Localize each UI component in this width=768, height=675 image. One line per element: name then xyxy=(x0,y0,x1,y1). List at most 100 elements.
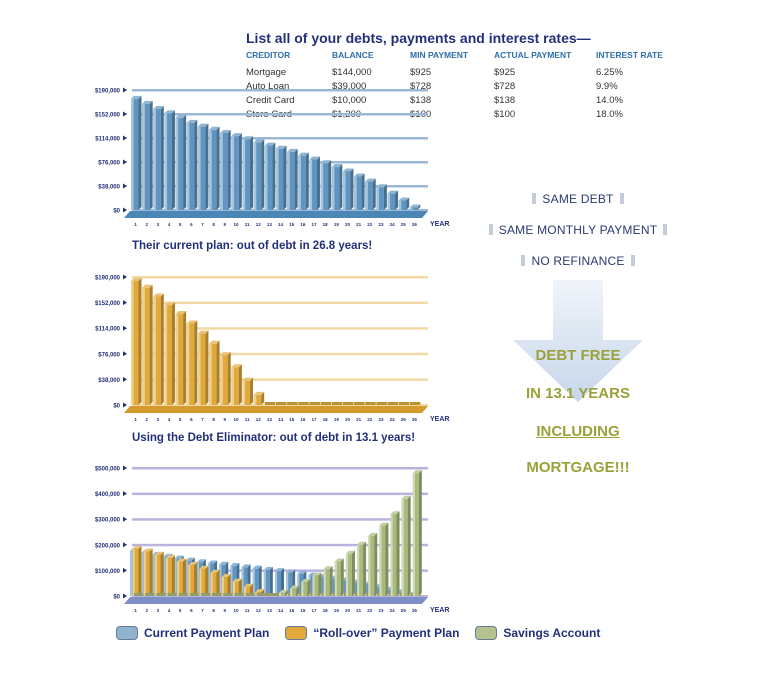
bar-top xyxy=(142,284,153,288)
bar xyxy=(199,568,206,596)
bar-highlight xyxy=(163,556,166,596)
bar-side xyxy=(238,364,242,405)
bar xyxy=(409,402,421,405)
bar-side xyxy=(261,391,265,405)
x-axis-label: YEARS xyxy=(430,221,450,228)
table-cell: 6.25% xyxy=(596,67,623,78)
x-tick-label: 1 xyxy=(134,608,137,613)
bar xyxy=(256,593,266,596)
bar-side xyxy=(258,565,262,596)
x-tick-label: 5 xyxy=(179,222,182,227)
tick-arrow-icon xyxy=(123,183,127,189)
bar xyxy=(253,394,262,405)
x-tick-label: 14 xyxy=(278,222,284,227)
bar-highlight xyxy=(221,577,224,596)
bar xyxy=(209,129,217,210)
bar-highlight xyxy=(255,592,258,596)
debt-free-label: DEBT FREE xyxy=(535,347,621,364)
bar-top xyxy=(209,340,220,344)
bar-highlight xyxy=(287,151,290,210)
x-tick-label: 13 xyxy=(267,608,273,613)
bar xyxy=(401,498,408,596)
bar-top xyxy=(357,541,367,545)
tick-arrow-icon xyxy=(123,159,127,165)
bar-highlight xyxy=(220,132,223,210)
bar xyxy=(298,155,306,210)
x-tick-label: 8 xyxy=(212,222,215,227)
bar xyxy=(354,402,365,405)
x-tick-label: 19 xyxy=(334,417,340,422)
bar-side xyxy=(385,522,389,596)
bar xyxy=(164,113,172,210)
x-tick-label: 4 xyxy=(168,222,171,227)
bar-side xyxy=(351,550,355,596)
bar-highlight xyxy=(354,176,357,210)
bar-side xyxy=(305,152,309,210)
x-tick-label: 2 xyxy=(145,222,148,227)
bar-side xyxy=(171,110,175,210)
x-tick-label: 7 xyxy=(201,417,204,422)
bar-highlight xyxy=(142,287,145,405)
bar-highlight xyxy=(175,117,179,210)
bar xyxy=(142,287,150,405)
bar-side xyxy=(216,126,220,210)
x-tick-label: 5 xyxy=(179,417,182,422)
x-tick-label: 3 xyxy=(157,608,160,613)
bar-top xyxy=(412,470,422,474)
bar xyxy=(345,553,352,596)
bar-side xyxy=(418,470,422,596)
bar xyxy=(131,281,139,405)
bar-top xyxy=(164,302,175,306)
mortgage-label: MORTGAGE!!! xyxy=(526,459,630,476)
bar-side xyxy=(149,100,153,210)
gridline xyxy=(132,404,428,407)
bar-side xyxy=(238,578,242,596)
bar-top xyxy=(323,566,333,570)
bar-highlight xyxy=(398,200,402,210)
legend-swatch xyxy=(116,626,138,640)
bar xyxy=(412,473,419,596)
tick-arrow-icon xyxy=(123,542,127,548)
tick-arrow-icon xyxy=(123,325,127,331)
bar-top xyxy=(298,152,309,156)
bar xyxy=(153,108,161,210)
x-tick-label: 17 xyxy=(312,222,318,227)
debt-eliminator-chart: $0 $38,000 $76,000 $114,000 $152,000 $190,000… xyxy=(95,274,450,423)
bar-side xyxy=(250,136,254,210)
bar-top xyxy=(290,585,300,589)
y-tick-label: $500,000 xyxy=(95,467,121,473)
table-cell: 14.0% xyxy=(596,95,623,106)
bar xyxy=(287,402,298,405)
y-tick-label: $76,000 xyxy=(98,352,120,358)
bar-top xyxy=(312,572,322,576)
bar-top xyxy=(401,495,411,499)
gridline xyxy=(132,137,428,140)
down-arrow-icon xyxy=(513,280,643,402)
bar xyxy=(409,207,418,210)
tick-arrow-icon xyxy=(123,274,127,280)
y-tick-label: $0 xyxy=(113,209,120,215)
bar-top xyxy=(253,139,265,143)
bar-highlight xyxy=(309,159,313,210)
x-tick-label: 9 xyxy=(224,417,227,422)
bar-highlight xyxy=(357,544,360,596)
bar-side xyxy=(194,119,198,210)
bar-side xyxy=(216,569,220,596)
bar xyxy=(178,593,188,596)
bar-highlight xyxy=(408,594,411,596)
bar-highlight xyxy=(387,193,391,210)
bar-side xyxy=(281,568,284,596)
bar xyxy=(167,593,177,596)
chart-base xyxy=(124,597,428,604)
bar-side xyxy=(363,541,367,596)
bar xyxy=(188,565,195,596)
bar xyxy=(242,139,251,210)
comparison-panel: SAME DEBT SAME MONTHLY PAYMENT NO REFINA… xyxy=(478,185,678,505)
bar-top xyxy=(244,583,254,587)
column-header: CREDITOR xyxy=(246,50,291,60)
bar-highlight xyxy=(397,592,400,596)
bar xyxy=(245,593,255,596)
bar-highlight xyxy=(152,555,155,596)
x-tick-label: 20 xyxy=(345,417,351,422)
bar xyxy=(297,573,304,596)
